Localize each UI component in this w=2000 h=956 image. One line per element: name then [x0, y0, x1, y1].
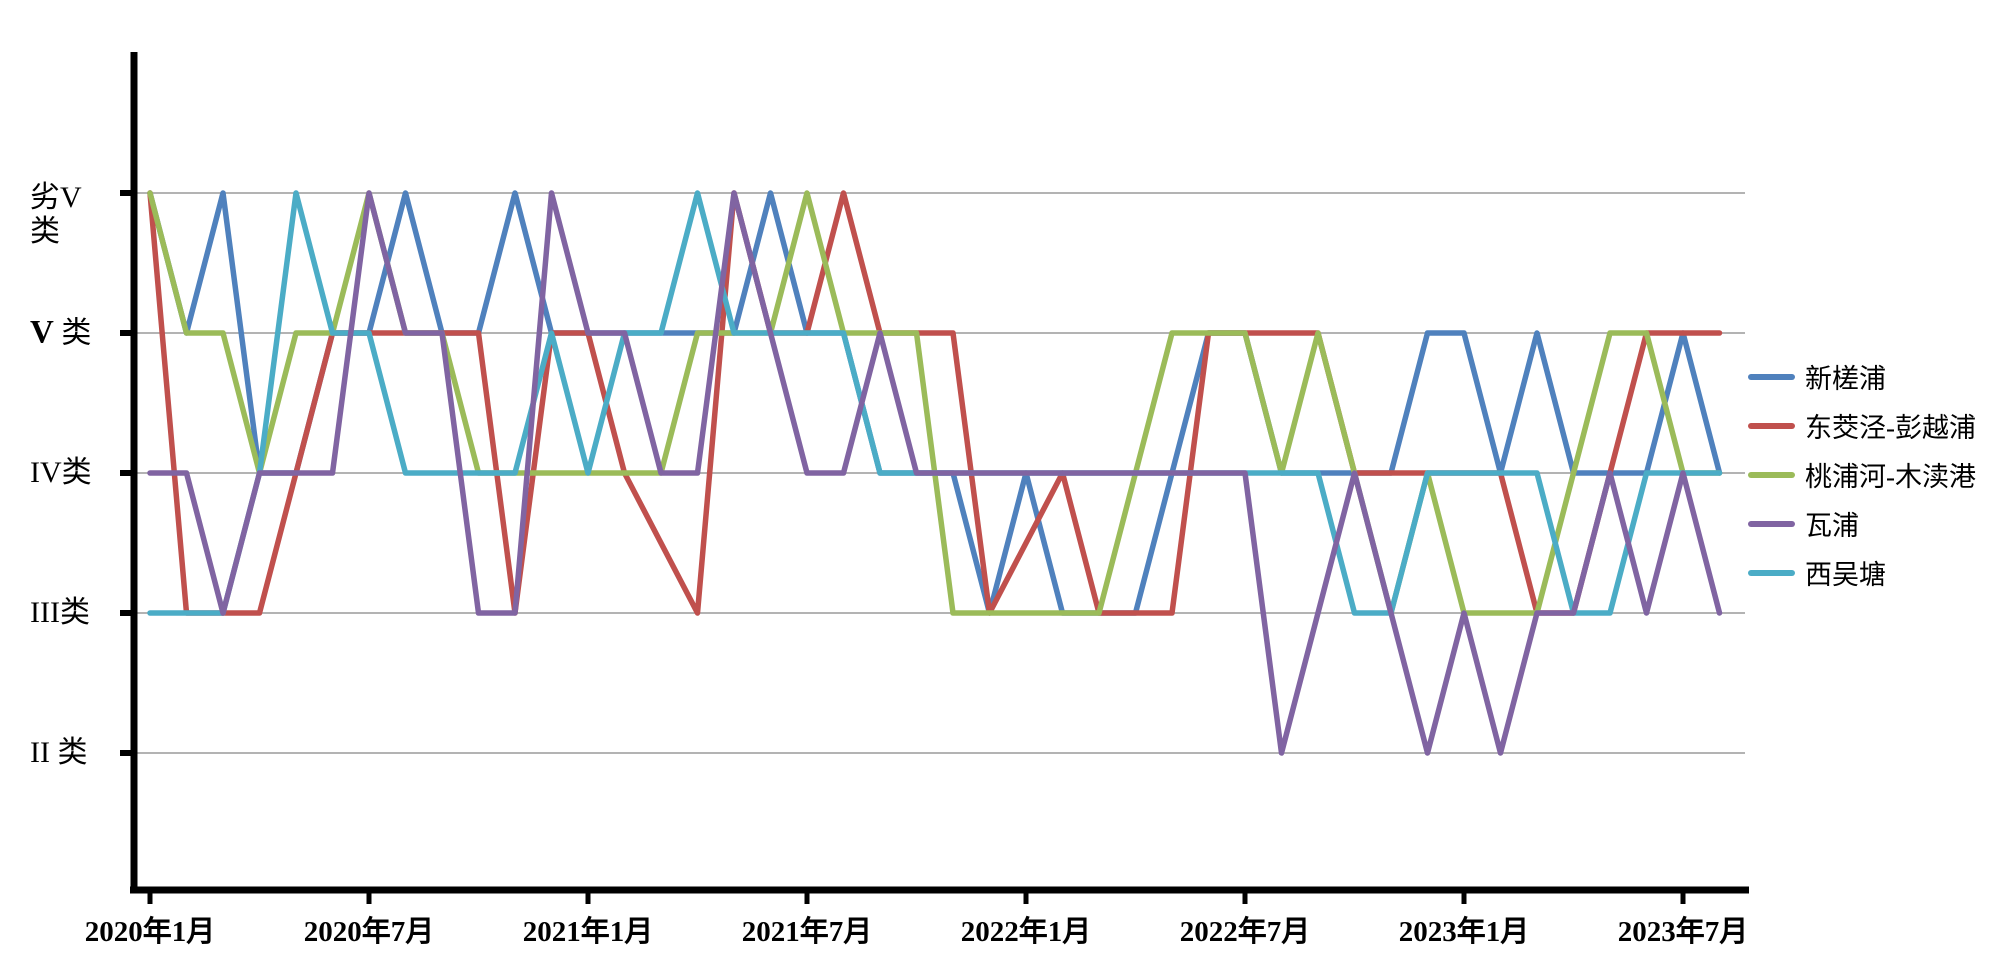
x-axis-label-2023年1月: 2023年1月: [1398, 916, 1530, 948]
legend-item-新槎浦: 新槎浦: [1748, 352, 1976, 401]
chart-legend: 新槎浦东茭泾-彭越浦 桃浦河-木渎港 瓦浦西吴塘: [1748, 352, 1976, 597]
legend-item-桃浦河-木渎港: 桃浦河-木渎港: [1748, 450, 1976, 499]
legend-label: 桃浦河-木渎港: [1805, 462, 1976, 492]
legend-swatch-icon: [1748, 471, 1795, 478]
legend-label: 瓦浦: [1805, 511, 1859, 541]
x-axis-label-2022年1月: 2022年1月: [960, 916, 1092, 948]
legend-label: 西吴塘: [1805, 560, 1886, 590]
legend-swatch-icon: [1748, 569, 1795, 576]
legend-swatch-icon: [1748, 422, 1795, 429]
y-axis-label-劣V类: 劣V 类: [30, 181, 82, 248]
x-axis-label-2020年7月: 2020年7月: [303, 916, 435, 948]
y-axis-label-IV类: IV类: [30, 456, 92, 489]
y-axis-label-II类: II 类: [30, 736, 88, 769]
legend-label: 新槎浦: [1805, 364, 1886, 394]
x-axis-label-2023年7月: 2023年7月: [1617, 916, 1749, 948]
x-axis-label-2021年7月: 2021年7月: [741, 916, 873, 948]
y-axis-label-III类: III类: [30, 596, 90, 629]
legend-swatch-icon: [1748, 373, 1795, 380]
legend-label: 东茭泾-彭越浦: [1805, 413, 1976, 443]
x-axis-label-2022年7月: 2022年7月: [1179, 916, 1311, 948]
x-axis-label-2020年1月: 2020年1月: [84, 916, 216, 948]
legend-item-瓦浦: 瓦浦: [1748, 499, 1976, 548]
series-line-瓦浦: [147, 190, 1723, 756]
legend-swatch-icon: [1748, 520, 1795, 527]
legend-item-东茭泾-彭越浦: 东茭泾-彭越浦: [1748, 401, 1976, 450]
legend-item-西吴塘: 西吴塘: [1748, 548, 1976, 597]
y-axis-label-V类: V 类: [30, 314, 92, 351]
x-axis-label-2021年1月: 2021年1月: [522, 916, 654, 948]
